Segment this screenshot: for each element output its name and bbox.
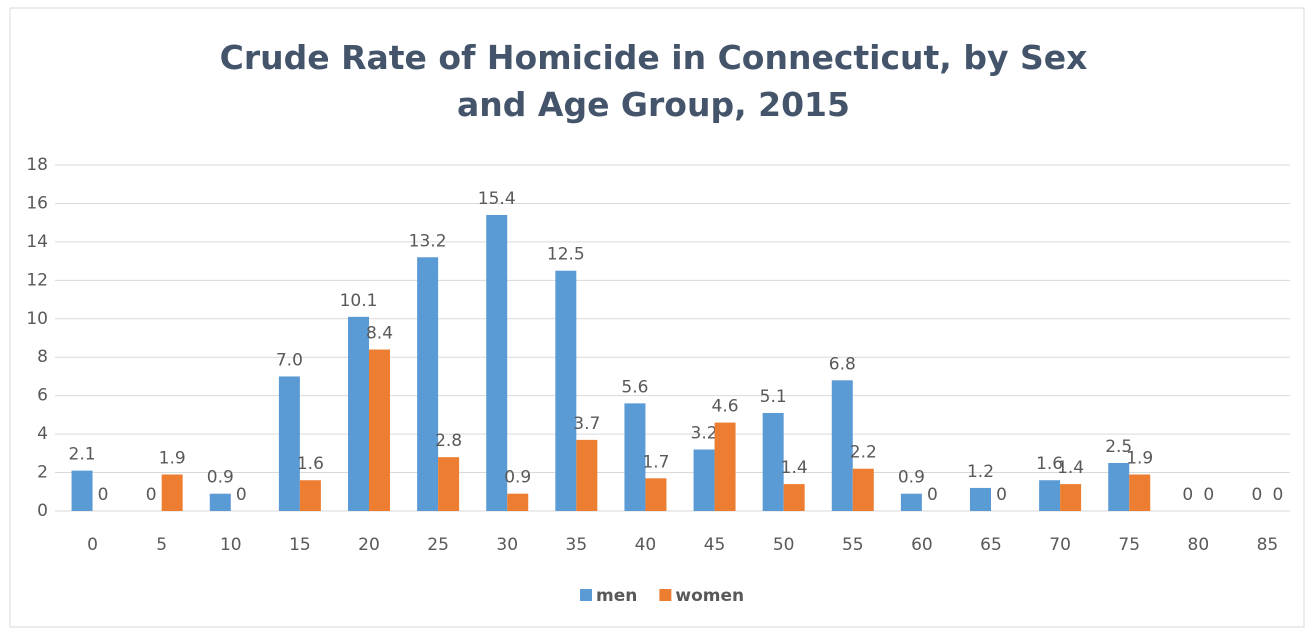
bar [762, 412, 784, 511]
data-label: 2.5 [1105, 437, 1132, 457]
bar [71, 470, 93, 511]
data-label: 0 [1252, 485, 1263, 505]
data-label: 5.1 [760, 387, 787, 407]
data-label: 6.8 [829, 354, 856, 374]
bar [209, 493, 231, 511]
legend-label: women [675, 586, 744, 606]
data-label: 2.8 [435, 431, 462, 451]
y-tick-label: 0 [37, 501, 48, 521]
data-label: 13.2 [409, 231, 447, 251]
data-label: 3.2 [691, 423, 718, 443]
x-tick-label: 80 [1188, 535, 1210, 555]
x-tick-label: 65 [980, 535, 1002, 555]
y-tick-label: 16 [26, 193, 48, 213]
bar [161, 474, 183, 511]
y-tick-label: 10 [26, 309, 48, 329]
data-label: 8.4 [366, 324, 393, 344]
y-tick-label: 14 [26, 232, 48, 252]
data-label: 1.4 [1057, 458, 1084, 478]
bar [576, 439, 598, 511]
data-label: 0 [236, 485, 247, 505]
data-label: 2.2 [850, 443, 877, 463]
y-tick-label: 4 [37, 424, 48, 444]
data-label: 15.4 [478, 189, 516, 209]
bar [348, 316, 369, 511]
chart-border [9, 7, 1305, 628]
x-tick-label: 55 [842, 535, 864, 555]
bar [624, 403, 646, 511]
bar [1039, 480, 1061, 511]
data-label: 2.1 [69, 445, 96, 465]
data-label: 0.9 [207, 468, 234, 488]
bar [852, 468, 874, 511]
data-label: 1.6 [1036, 454, 1063, 474]
x-tick-label: 25 [427, 535, 449, 555]
data-label: 0 [1182, 485, 1193, 505]
data-label: 0.9 [504, 468, 531, 488]
x-tick-label: 5 [156, 535, 167, 555]
bar [369, 349, 390, 511]
bar [278, 376, 300, 511]
data-label: 1.4 [781, 458, 808, 478]
data-label: 1.7 [642, 452, 669, 472]
data-label: 1.9 [159, 448, 186, 468]
data-label: 4.6 [712, 397, 739, 417]
x-tick-label: 0 [87, 535, 98, 555]
bar [438, 457, 460, 511]
legend-swatch [659, 589, 672, 601]
x-tick-label: 50 [773, 535, 795, 555]
chart-title: Crude Rate of Homicide in Connecticut, b… [219, 38, 1088, 124]
data-label: 10.1 [340, 291, 378, 311]
data-label: 0 [146, 485, 157, 505]
y-tick-label: 8 [37, 347, 48, 367]
data-label: 0 [927, 485, 938, 505]
bar [555, 270, 577, 511]
y-tick-label: 6 [37, 386, 48, 406]
x-tick-label: 85 [1257, 535, 1279, 555]
data-label: 0 [1203, 485, 1214, 505]
data-label: 1.6 [297, 454, 324, 474]
bar [714, 422, 736, 511]
bar [970, 487, 991, 511]
bar [507, 493, 529, 511]
bar [1060, 484, 1082, 511]
legend-swatch [580, 589, 592, 601]
x-tick-label: 75 [1118, 535, 1140, 555]
y-tick-label: 18 [26, 155, 48, 175]
x-tick-label: 70 [1049, 535, 1071, 555]
bar [299, 480, 321, 511]
bar [1108, 462, 1130, 511]
bar [645, 478, 667, 511]
data-label: 0.9 [898, 468, 925, 488]
bar [1129, 474, 1151, 511]
bar [486, 214, 508, 511]
data-label: 12.5 [547, 245, 585, 265]
data-label: 3.7 [573, 414, 600, 434]
legend-label: men [596, 586, 637, 606]
bar [693, 449, 715, 511]
x-tick-label: 10 [220, 535, 242, 555]
x-tick-label: 35 [566, 535, 588, 555]
data-label: 1.2 [967, 462, 994, 482]
bar [417, 257, 439, 511]
bar [783, 484, 805, 511]
x-tick-label: 15 [289, 535, 311, 555]
x-tick-label: 20 [358, 535, 380, 555]
data-label: 0 [98, 485, 109, 505]
bar [831, 380, 853, 511]
data-label: 1.9 [1126, 448, 1153, 468]
bar [900, 493, 922, 511]
data-label: 7.0 [276, 350, 303, 370]
x-tick-label: 30 [496, 535, 518, 555]
x-tick-label: 40 [635, 535, 657, 555]
x-tick-label: 45 [704, 535, 726, 555]
data-label: 0 [996, 485, 1007, 505]
x-tick-label: 60 [911, 535, 933, 555]
data-label: 5.6 [621, 377, 648, 397]
y-tick-label: 2 [37, 463, 48, 483]
data-label: 0 [1273, 485, 1284, 505]
y-tick-label: 12 [26, 270, 48, 290]
